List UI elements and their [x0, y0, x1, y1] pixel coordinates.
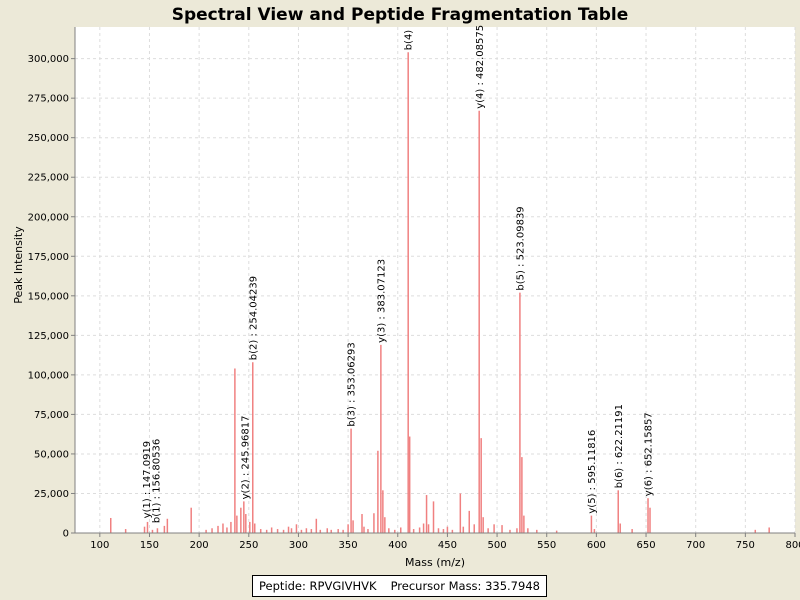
x-axis-label: Mass (m/z)	[405, 556, 465, 569]
y-tick-label: 125,000	[28, 331, 69, 342]
y-axis-label: Peak Intensity	[12, 226, 25, 304]
x-tick-label: 300	[289, 540, 308, 551]
peak-annotation: y(1) : 147.0919	[142, 441, 153, 519]
y-tick-label: 200,000	[28, 212, 69, 223]
y-tick-label: 50,000	[34, 449, 69, 460]
y-tick-label: 175,000	[28, 252, 69, 263]
peak-bars	[110, 52, 770, 533]
y-tick-label: 275,000	[28, 94, 69, 105]
precursor-mass: Precursor Mass: 335.7948	[390, 579, 540, 593]
x-tick-label: 800	[785, 540, 800, 551]
plot-area	[75, 27, 795, 533]
y-tick-label: 250,000	[28, 133, 69, 144]
x-tick-label: 550	[537, 540, 556, 551]
peptide-sequence: Peptide: RPVGIVHVK	[259, 579, 377, 593]
peak-annotation: y(4) : 482.08575	[475, 25, 486, 109]
peak-annotation: y(2) : 245.96817	[240, 415, 251, 499]
y-tick-label: 25,000	[34, 489, 69, 500]
x-tick-label: 600	[587, 540, 606, 551]
peak-annotation: y(6) : 652.15857	[644, 412, 655, 496]
y-tick-label: 300,000	[28, 54, 69, 65]
axes: 100 150 200 250 300 350 400 450 500 550 600 650 700 7…	[28, 27, 800, 551]
peak-annotation: b(3) : 353.06293	[347, 342, 358, 426]
x-tick-label: 700	[686, 540, 705, 551]
x-tick-label: 750	[736, 540, 755, 551]
x-tick-label: 100	[90, 540, 109, 551]
peak-annotation: y(3) : 383.07123	[376, 259, 387, 343]
x-tick-label: 200	[190, 540, 209, 551]
peak-annotation: b(2) : 254.04239	[248, 276, 259, 360]
peak-annotation: y(5) : 595.11816	[587, 430, 598, 514]
x-tick-label: 150	[140, 540, 159, 551]
y-tick-label: 0	[63, 529, 69, 540]
x-tick-label: 250	[239, 540, 258, 551]
y-tick-label: 225,000	[28, 173, 69, 184]
peak-annotation: b(4)	[404, 30, 415, 51]
x-tick-label: 400	[388, 540, 407, 551]
peptide-info-box: Peptide: RPVGIVHVK Precursor Mass: 335.7…	[252, 575, 547, 597]
spectrum-chart: 100 150 200 250 300 350 400 450 500 550 600 650 700 7…	[12, 5, 800, 569]
y-tick-label: 100,000	[28, 370, 69, 381]
peak-annotation: b(1) : 156.80536	[152, 439, 163, 523]
x-tick-label: 650	[636, 540, 655, 551]
x-tick-label: 500	[488, 540, 507, 551]
x-tick-label: 450	[438, 540, 457, 551]
y-tick-label: 150,000	[28, 291, 69, 302]
peak-annotation: b(5) : 523.09839	[516, 206, 527, 290]
peak-annotation: b(6) : 622.21191	[614, 404, 625, 488]
y-tick-label: 75,000	[34, 410, 69, 421]
chart-title: Spectral View and Peptide Fragmentation …	[172, 5, 629, 25]
grid	[75, 27, 796, 534]
x-tick-label: 350	[339, 540, 358, 551]
